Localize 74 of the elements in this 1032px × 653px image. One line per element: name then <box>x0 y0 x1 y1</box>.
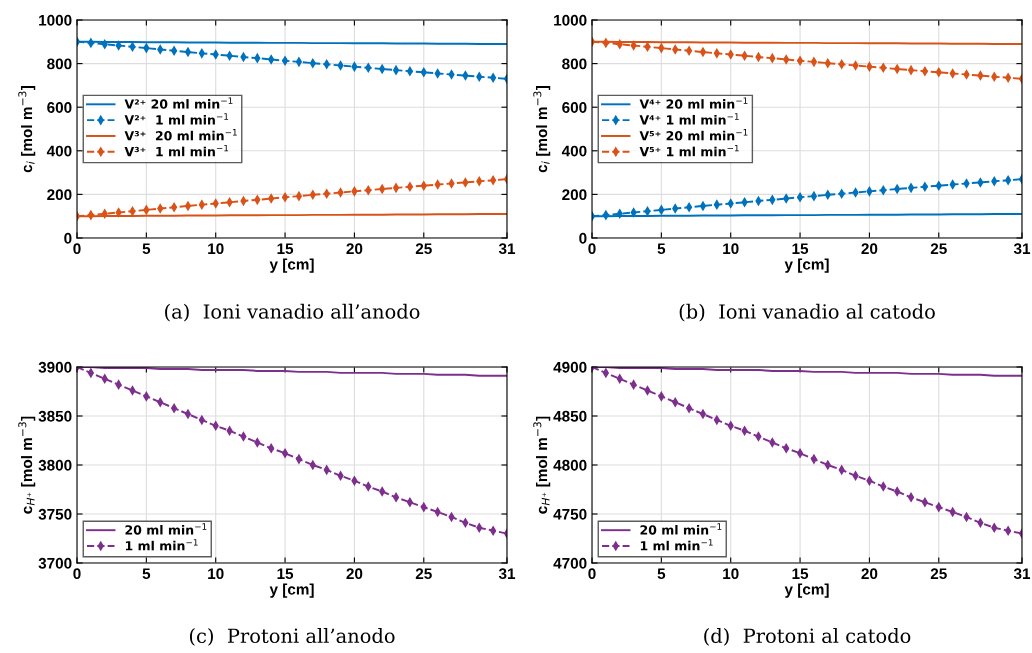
legend-label: 20 ml min$^{−1}$ <box>640 523 722 535</box>
x-tick-label: 15 <box>792 243 809 255</box>
y-axis-title: c$_{H⁺}$ [mol m$^{−3}$] <box>533 416 551 514</box>
text: (c) Protoni all’anodo <box>189 628 395 646</box>
y-tick-label: 3900 <box>38 361 72 373</box>
text: (a) Ioni vanadio all’anodo <box>165 303 420 322</box>
legend-label: V⁵⁺ 1 ml min$^{−1}$ <box>639 144 739 157</box>
legend-label: V³⁺ 1 ml min$^{−1}$ <box>124 144 229 157</box>
y-tick-label: 0 <box>64 232 72 244</box>
legend-label: V²⁺ 20 ml min$^{−1}$ <box>124 97 233 109</box>
x-tick-label: 0 <box>73 568 81 580</box>
y-tick-label: 4750 <box>553 508 587 520</box>
x-tick-label: 20 <box>346 243 363 255</box>
x-tick-label: 25 <box>415 243 432 255</box>
y-tick-label: 600 <box>47 102 72 113</box>
y-tick-label: 400 <box>561 145 587 157</box>
y-tick-label: 4850 <box>553 410 587 422</box>
y-tick-label: 4900 <box>553 361 587 373</box>
y-tick-label: 3800 <box>38 459 72 471</box>
x-tick-label: 5 <box>657 243 666 255</box>
text: (d) Protoni al catodo <box>704 628 911 646</box>
legend-label: V²⁺ 1 ml min$^{−1}$ <box>124 113 229 125</box>
x-tick-label: 5 <box>657 568 666 580</box>
y-tick-label: 200 <box>562 189 587 201</box>
y-tick-label: 800 <box>47 58 72 70</box>
legend-label: V³⁺ 20 ml min$^{−1}$ <box>124 129 237 141</box>
x-axis-title: y [cm] <box>269 258 314 273</box>
x-tick-label: 15 <box>792 568 809 580</box>
x-tick-label: 20 <box>346 568 363 580</box>
x-tick-label: 15 <box>277 568 294 580</box>
y-tick-label: 4700 <box>553 557 587 569</box>
legend-label: V⁴⁺ 1 ml min$^{−1}$ <box>639 113 739 125</box>
y-axis-title: c$_{i}$ [mol m$^{−3}$] <box>533 86 551 173</box>
x-tick-label: 15 <box>277 243 294 255</box>
x-tick-label: 25 <box>415 568 432 580</box>
legend-label: 1 ml min$^{−1}$ <box>640 539 713 551</box>
x-tick-label: 31 <box>498 243 516 255</box>
x-tick-label: 10 <box>723 243 739 255</box>
y-tick-label: 600 <box>562 102 587 113</box>
y-tick-label: 0 <box>579 232 587 244</box>
x-axis-title: y [cm] <box>269 583 314 598</box>
x-tick-label: 10 <box>208 243 224 255</box>
x-tick-label: 0 <box>73 243 81 255</box>
y-tick-label: 1000 <box>39 14 72 26</box>
x-tick-label: 25 <box>930 568 947 580</box>
x-tick-label: 25 <box>930 243 947 255</box>
y-tick-label: 400 <box>46 145 72 157</box>
x-axis-title: y [cm] <box>784 583 829 598</box>
y-tick-label: 200 <box>47 189 72 201</box>
x-tick-label: 31 <box>1013 243 1031 255</box>
y-tick-label: 3700 <box>38 557 72 569</box>
x-tick-label: 31 <box>1013 568 1031 580</box>
y-tick-label: 3850 <box>38 410 72 422</box>
x-tick-label: 20 <box>861 243 878 255</box>
x-tick-label: 0 <box>588 243 596 255</box>
legend-label: 20 ml min$^{−1}$ <box>125 523 207 535</box>
legend-label: V⁵⁺ 20 ml min$^{−1}$ <box>639 129 748 141</box>
y-axis-title: c$_{i}$ [mol m$^{−3}$] <box>18 86 36 173</box>
legend-label: V⁴⁺ 20 ml min$^{−1}$ <box>639 97 748 109</box>
x-tick-label: 31 <box>498 568 516 580</box>
x-tick-label: 0 <box>588 568 596 580</box>
x-axis-title: y [cm] <box>784 258 829 273</box>
text: (b) Ioni vanadio al catodo <box>679 303 935 322</box>
y-tick-label: 1000 <box>554 14 587 26</box>
y-tick-label: 3750 <box>38 508 72 520</box>
x-tick-label: 20 <box>861 568 878 580</box>
x-tick-label: 5 <box>142 243 151 255</box>
x-tick-label: 10 <box>208 568 224 580</box>
y-tick-label: 800 <box>562 58 587 70</box>
x-tick-label: 10 <box>723 568 739 580</box>
legend-label: 1 ml min$^{−1}$ <box>125 539 198 551</box>
y-axis-title: c$_{H⁺}$ [mol m$^{−3}$] <box>18 416 36 514</box>
x-tick-label: 5 <box>142 568 151 580</box>
y-tick-label: 4800 <box>553 459 587 471</box>
